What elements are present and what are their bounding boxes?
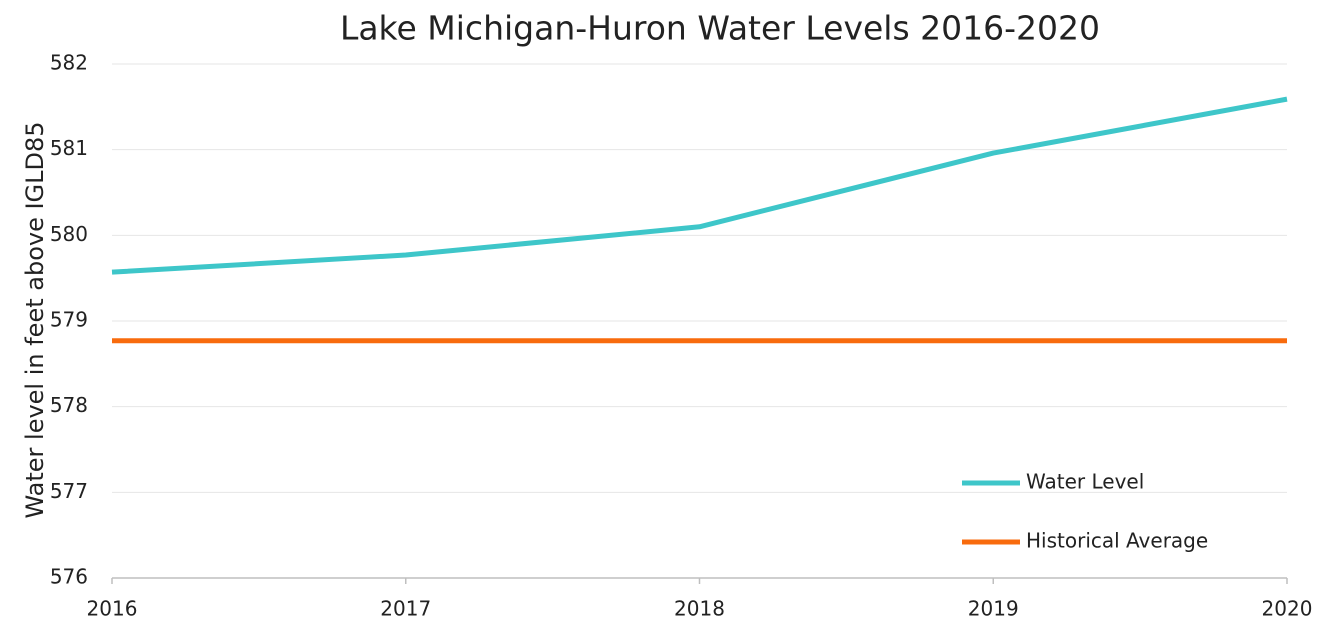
y-tick-label: 577 <box>50 479 88 503</box>
y-tick-label: 581 <box>50 136 88 160</box>
chart-title: Lake Michigan-Huron Water Levels 2016-20… <box>340 9 1100 48</box>
x-tick-label: 2017 <box>380 597 431 621</box>
y-axis-label: Water level in feet above IGLD85 <box>21 121 49 518</box>
y-tick-label: 576 <box>50 565 88 589</box>
y-tick-label: 579 <box>50 308 88 332</box>
x-tick-label: 2019 <box>968 597 1019 621</box>
x-tick-label: 2018 <box>674 597 725 621</box>
x-tick-label: 2016 <box>87 597 138 621</box>
data-line <box>111 96 1288 275</box>
y-tick-label: 582 <box>50 51 88 75</box>
x-tick-label: 2020 <box>1262 597 1313 621</box>
y-tick-label: 580 <box>50 222 88 246</box>
legend-label: Historical Average <box>1026 529 1208 553</box>
y-tick-label: 578 <box>50 393 88 417</box>
legend-label: Water Level <box>1026 470 1144 494</box>
